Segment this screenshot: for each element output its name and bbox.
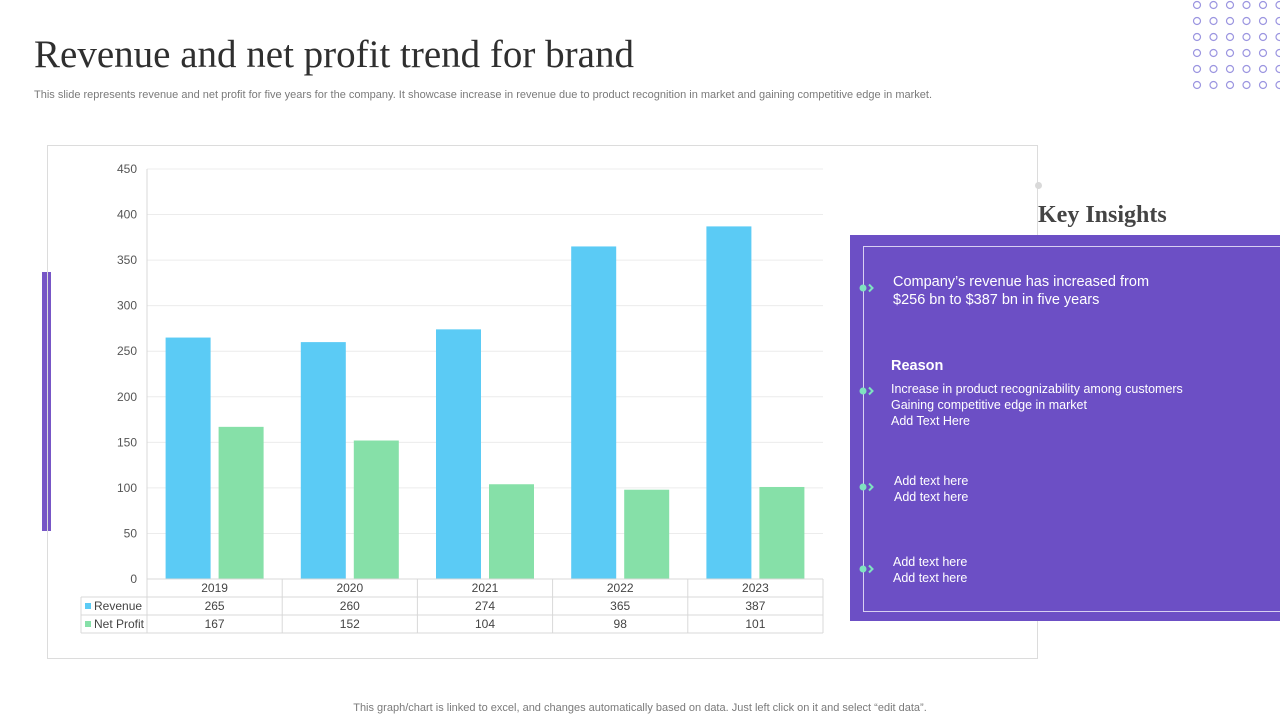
- decorative-dot: [1225, 64, 1235, 74]
- chevron-bullet-icon: [859, 386, 874, 396]
- decorative-dot: [1192, 64, 1202, 74]
- chevron-bullet-icon: [859, 564, 874, 574]
- data-table-value: 152: [340, 617, 360, 631]
- insight-4-line-1: Add text here: [893, 555, 968, 569]
- insight-1-line-2: $256 bn to $387 bn in five years: [893, 292, 1100, 308]
- insight-4-line-2: Add text here: [893, 571, 968, 585]
- decorative-dot: [1258, 16, 1268, 26]
- x-tick-label: 2021: [472, 581, 499, 595]
- decorative-dot: [1192, 48, 1202, 58]
- data-table-value: 101: [745, 617, 765, 631]
- data-table-value: 104: [475, 617, 495, 631]
- bar-net-profit[interactable]: [624, 489, 670, 579]
- chevron-bullet-icon: [859, 482, 874, 492]
- bar-net-profit[interactable]: [218, 426, 264, 579]
- decorative-dot: [1225, 48, 1235, 58]
- decorative-dot: [1209, 32, 1218, 42]
- y-tick-label: 300: [117, 299, 137, 313]
- connector-dot: [1035, 182, 1042, 189]
- page-title: Revenue and net profit trend for brand: [34, 33, 634, 76]
- legend-swatch: [85, 603, 91, 609]
- x-tick-label: 2020: [336, 581, 363, 595]
- y-tick-label: 400: [117, 208, 137, 222]
- y-tick-label: 0: [130, 572, 137, 586]
- data-table-value: 265: [205, 599, 225, 613]
- key-insights-border: [863, 246, 1280, 612]
- bar-net-profit[interactable]: [759, 486, 805, 579]
- decorative-dot: [1209, 80, 1218, 90]
- decorative-dot: [1225, 16, 1235, 26]
- data-table-value: 365: [610, 599, 630, 613]
- y-tick-label: 450: [117, 162, 137, 176]
- insight-1-line-1: Company’s revenue has increased from: [893, 274, 1150, 290]
- legend-swatch: [85, 621, 91, 627]
- decorative-dot: [1258, 0, 1268, 10]
- decorative-dot: [1192, 80, 1202, 90]
- key-insights-title: Key Insights: [1038, 202, 1167, 228]
- bar-net-profit[interactable]: [489, 484, 534, 579]
- decorative-dot: [1225, 80, 1235, 90]
- y-tick-label: 50: [124, 526, 138, 540]
- data-table-value: 274: [475, 599, 495, 613]
- legend-label: Net Profit: [94, 617, 145, 631]
- decorative-dot: [1225, 0, 1235, 10]
- decorative-dot: [1258, 32, 1268, 42]
- y-tick-label: 250: [117, 344, 137, 358]
- decorative-dot: [1258, 80, 1268, 90]
- key-insights-panel: Company’s revenue has increased from $25…: [850, 235, 1280, 621]
- decorative-dot: [1225, 32, 1235, 42]
- decorative-dot: [1242, 32, 1251, 42]
- decorative-dot: [1242, 64, 1251, 74]
- accent-bar: [42, 272, 51, 531]
- bar-revenue[interactable]: [706, 226, 752, 579]
- insight-2-line-3: Add Text Here: [891, 414, 970, 428]
- data-table-value: 260: [340, 599, 360, 613]
- data-table-value: 167: [205, 617, 225, 631]
- insight-2-line-2: Gaining competitive edge in market: [891, 398, 1087, 412]
- decorative-dot: [1242, 48, 1251, 58]
- x-tick-label: 2023: [742, 581, 769, 595]
- decorative-dot: [1209, 0, 1218, 10]
- decorative-dot: [1192, 16, 1202, 26]
- chevron-bullet-icon: [859, 283, 874, 293]
- decorative-dot: [1192, 32, 1202, 42]
- decorative-dot-grid: [1192, 0, 1280, 90]
- bar-revenue[interactable]: [300, 342, 346, 579]
- y-tick-label: 200: [117, 390, 137, 404]
- x-tick-label: 2022: [607, 581, 634, 595]
- bar-revenue[interactable]: [165, 337, 211, 579]
- bar-revenue[interactable]: [571, 246, 617, 579]
- y-tick-label: 150: [117, 435, 137, 449]
- decorative-dot: [1209, 16, 1218, 26]
- y-tick-label: 100: [117, 481, 137, 495]
- page-subtitle: This slide represents revenue and net pr…: [34, 89, 933, 101]
- legend-label: Revenue: [94, 599, 142, 613]
- y-tick-label: 350: [117, 253, 137, 267]
- decorative-dot: [1242, 16, 1251, 26]
- decorative-dot: [1258, 48, 1268, 58]
- insight-2-heading: Reason: [891, 358, 944, 374]
- decorative-dot: [1209, 64, 1218, 74]
- data-table-value: 98: [614, 617, 628, 631]
- footer-note: This graph/chart is linked to excel, and…: [353, 702, 927, 714]
- insight-3-line-1: Add text here: [894, 474, 969, 488]
- decorative-dot: [1242, 80, 1251, 90]
- decorative-dot: [1209, 48, 1218, 58]
- bar-revenue[interactable]: [436, 329, 481, 579]
- insight-2-line-1: Increase in product recognizability amon…: [891, 382, 1183, 396]
- bar-net-profit[interactable]: [353, 440, 399, 579]
- decorative-dot: [1258, 64, 1268, 74]
- x-tick-label: 2019: [201, 581, 228, 595]
- data-table-value: 387: [745, 599, 765, 613]
- decorative-dot: [1242, 0, 1251, 10]
- insight-3-line-2: Add text here: [894, 490, 969, 504]
- decorative-dot: [1192, 0, 1202, 10]
